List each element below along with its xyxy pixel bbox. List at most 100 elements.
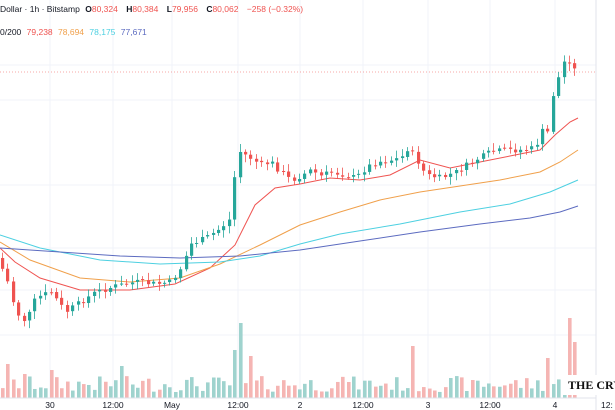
candle-body bbox=[212, 232, 216, 235]
ma-value-3: 78,175 bbox=[89, 27, 116, 37]
volume-bar bbox=[185, 379, 189, 398]
candle-body bbox=[158, 281, 162, 284]
candle-body bbox=[363, 172, 367, 175]
volume-bar bbox=[368, 380, 372, 398]
candle-body bbox=[271, 161, 275, 164]
volume-bar bbox=[422, 387, 426, 398]
volume-bar bbox=[163, 384, 167, 398]
candle-body bbox=[93, 291, 97, 297]
candle-body bbox=[71, 305, 75, 312]
volume-bar bbox=[347, 382, 351, 398]
volume-bar bbox=[260, 376, 264, 398]
candle-body bbox=[50, 292, 54, 294]
ohlc-change: −258 (−0.32%) bbox=[246, 4, 304, 14]
volume-bar bbox=[44, 388, 48, 398]
candle-body bbox=[406, 151, 410, 157]
ma-value-2: 78,694 bbox=[58, 27, 85, 37]
volume-bar bbox=[357, 389, 361, 398]
candle-body bbox=[206, 235, 210, 237]
candle-body bbox=[395, 158, 399, 161]
volume-bar bbox=[514, 380, 518, 398]
volume-bar bbox=[465, 390, 469, 398]
volume-bar bbox=[503, 385, 507, 398]
volume-bar bbox=[379, 385, 383, 398]
volume-bar bbox=[87, 384, 91, 398]
volume-bar bbox=[6, 364, 10, 398]
volume-bar bbox=[471, 380, 475, 398]
candle-body bbox=[438, 174, 442, 177]
candle-body bbox=[471, 162, 475, 164]
volume-bar bbox=[141, 380, 145, 398]
candle-body bbox=[509, 147, 513, 149]
volume-bar bbox=[476, 380, 480, 398]
volume-bar bbox=[352, 376, 356, 398]
candle-body bbox=[109, 288, 113, 292]
volume-bar bbox=[320, 391, 324, 398]
volume-bar bbox=[546, 358, 550, 398]
volume-bar bbox=[530, 388, 534, 398]
candle-body bbox=[336, 172, 340, 175]
candle-body bbox=[422, 163, 426, 171]
candle-body bbox=[519, 149, 523, 153]
volume-bar bbox=[179, 390, 183, 398]
candle-body bbox=[6, 268, 10, 282]
watermark: THE CRYP bbox=[568, 378, 615, 392]
volume-bar bbox=[384, 383, 388, 398]
watermark-bg bbox=[562, 375, 615, 395]
candle-body bbox=[82, 302, 86, 304]
volume-bar bbox=[82, 384, 86, 398]
indicator-legend[interactable]: 0/200 79,238 78,694 78,175 77,671 bbox=[0, 27, 150, 37]
volume-bar bbox=[1, 388, 5, 398]
candle-body bbox=[104, 290, 108, 292]
x-axis-label: 12:00 bbox=[352, 400, 374, 410]
candle-body bbox=[1, 257, 5, 269]
volume-bar bbox=[374, 386, 378, 398]
candle-body bbox=[249, 154, 253, 159]
volume-bar bbox=[28, 376, 32, 398]
candle-body bbox=[503, 147, 507, 149]
ohlc-close: C80,062 bbox=[206, 4, 239, 14]
volume-bar bbox=[60, 388, 64, 398]
candle-body bbox=[368, 164, 372, 172]
volume-bar bbox=[438, 391, 442, 398]
x-axis-label: May bbox=[164, 400, 181, 410]
ohlc-low: L79,956 bbox=[166, 4, 198, 14]
candle-body bbox=[255, 158, 259, 162]
volume-bar bbox=[282, 380, 286, 398]
volume-bar bbox=[401, 390, 405, 398]
candle-body bbox=[60, 297, 64, 305]
volume-bar bbox=[573, 342, 577, 398]
candle-body bbox=[314, 169, 318, 173]
candle-body bbox=[185, 255, 189, 270]
candle-body bbox=[77, 301, 81, 305]
volume-bar bbox=[276, 385, 280, 398]
candle-body bbox=[217, 229, 221, 234]
candle-body bbox=[163, 282, 167, 284]
candle-body bbox=[563, 61, 567, 78]
candle-body bbox=[276, 162, 280, 172]
candle-body bbox=[125, 283, 129, 285]
candle-body bbox=[98, 289, 102, 292]
candle-body bbox=[39, 295, 43, 299]
volume-bar bbox=[104, 381, 108, 398]
candle-body bbox=[347, 177, 351, 179]
volume-bar bbox=[455, 376, 459, 398]
volume-bar bbox=[557, 379, 561, 398]
x-axis-label: 3 bbox=[426, 400, 431, 410]
candle-body bbox=[44, 292, 48, 296]
candle-body bbox=[465, 162, 469, 170]
x-axis-labels: 30 12:00 May 12:00 2 12:00 3 12:00 4 12: bbox=[45, 400, 613, 410]
volume-bar bbox=[93, 389, 97, 398]
volume-bar bbox=[55, 377, 59, 398]
volume-bar bbox=[293, 385, 297, 398]
volume-bar bbox=[552, 384, 556, 398]
candles bbox=[1, 55, 577, 329]
moving-average-line-1 bbox=[0, 117, 579, 291]
candle-body bbox=[546, 128, 550, 132]
candle-body bbox=[374, 165, 378, 167]
candle-body bbox=[179, 269, 183, 279]
candle-body bbox=[228, 219, 232, 227]
volume-bar bbox=[482, 386, 486, 398]
moving-averages bbox=[0, 117, 579, 291]
